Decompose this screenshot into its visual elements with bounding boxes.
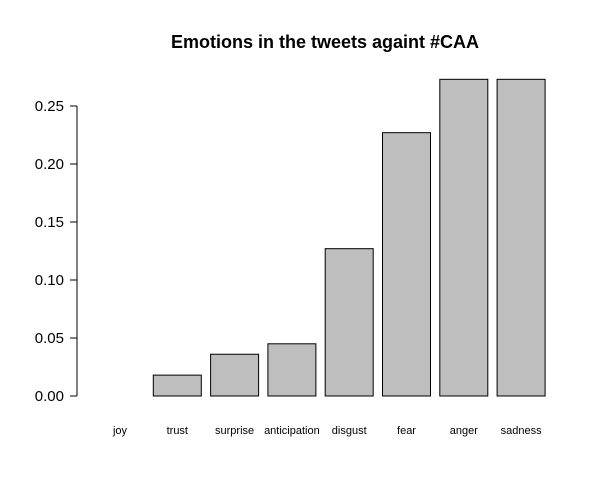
- bar-anger: [439, 78, 489, 397]
- bars: [152, 78, 546, 397]
- x-tick-label-trust: trust: [167, 425, 188, 437]
- bar-sadness: [496, 78, 546, 397]
- x-tick-label-anger: anger: [450, 425, 478, 437]
- y-tick-label: 0.25: [35, 98, 64, 115]
- y-tick-label: 0.15: [35, 214, 64, 231]
- y-tick-label: 0.20: [35, 156, 64, 173]
- y-tick-label: 0.10: [35, 272, 64, 289]
- x-tick-label-anticipation: anticipation: [264, 425, 320, 437]
- y-tick-label: 0.00: [35, 388, 64, 405]
- x-tick-label-sadness: sadness: [501, 425, 542, 437]
- y-axis: 0.00 0.05 0.10 0.15 0.20 0.25: [35, 98, 78, 405]
- bar-trust: [152, 374, 202, 397]
- bar-fear: [382, 132, 431, 397]
- bar-surprise: [210, 353, 260, 397]
- x-tick-label-surprise: surprise: [215, 425, 254, 437]
- bar-disgust: [324, 248, 374, 397]
- x-tick-label-disgust: disgust: [332, 425, 367, 437]
- x-tick-label-joy: joy: [112, 425, 128, 437]
- bar-anticipation: [267, 343, 317, 397]
- x-axis-labels: joy trust surprise anticipation disgust fear a…: [112, 425, 542, 437]
- chart-title: Emotions in the tweets againt #CAA: [171, 32, 479, 52]
- y-tick-label: 0.05: [35, 330, 64, 347]
- x-tick-label-fear: fear: [397, 425, 416, 437]
